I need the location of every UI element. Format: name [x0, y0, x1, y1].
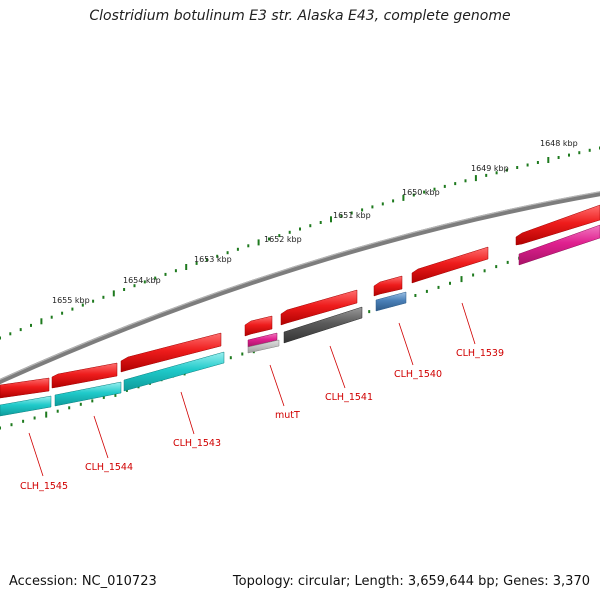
ruler-label-1650: 1650 kbp [402, 188, 440, 197]
gene-leader-line [269, 364, 285, 407]
ruler-label-1648: 1648 kbp [540, 139, 578, 148]
cog-feature-magenta[interactable] [518, 224, 600, 266]
cds-feature[interactable] [51, 362, 118, 389]
gene-label-clh-1540[interactable]: CLH_1540 [394, 369, 442, 380]
gene-leader-line [461, 302, 476, 345]
cog-feature-gray[interactable] [283, 306, 363, 344]
cds-feature[interactable] [280, 289, 358, 326]
genome-backbone [0, 191, 600, 385]
cog-feature-blue[interactable] [375, 291, 407, 312]
gene-label-clh-1545[interactable]: CLH_1545 [20, 481, 68, 492]
ruler-ticks [0, 146, 600, 340]
ruler-labels: 1648 kbp 1649 kbp 1650 kbp 1651 kbp 1652… [52, 139, 578, 305]
cds-feature[interactable] [120, 332, 222, 373]
cog-feature-cyan[interactable] [123, 351, 225, 392]
gene-leader-line [329, 345, 346, 389]
ruler-label-1651: 1651 kbp [333, 211, 371, 220]
ruler-label-1652: 1652 kbp [264, 235, 302, 244]
gene-leader-line [93, 415, 109, 459]
gene-leader-line [28, 432, 44, 477]
cds-feature[interactable] [515, 204, 600, 246]
genome-info-text: Topology: circular; Length: 3,659,644 bp… [232, 574, 590, 589]
cog-feature-cyan[interactable] [0, 395, 52, 417]
gene-label-clh-1539[interactable]: CLH_1539 [456, 348, 504, 359]
gene-label-clh-1544[interactable]: CLH_1544 [85, 462, 133, 473]
gene-labels: CLH_1539 CLH_1540 CLH_1541 mutT CLH_1543… [20, 302, 504, 492]
cds-feature[interactable] [244, 315, 273, 337]
ruler-label-1653: 1653 kbp [194, 255, 232, 264]
cog-feature-magenta[interactable] [247, 332, 278, 348]
gene-leader-line [398, 322, 414, 366]
cds-track [0, 204, 600, 399]
gene-label-mutt[interactable]: mutT [275, 410, 300, 421]
cog-feature-cyan[interactable] [54, 381, 122, 407]
gene-label-clh-1543[interactable]: CLH_1543 [173, 438, 221, 449]
genome-backbone-highlight [0, 191, 600, 381]
cog-feature-silver[interactable] [247, 339, 280, 354]
cds-feature[interactable] [411, 246, 489, 284]
cds-feature[interactable] [0, 377, 50, 399]
map-title: Clostridium botulinum E3 str. Alaska E43… [89, 8, 511, 24]
cds-feature[interactable] [373, 275, 403, 297]
gene-leader-line [180, 391, 195, 435]
ruler-label-1649: 1649 kbp [471, 164, 509, 173]
ruler-label-1654: 1654 kbp [123, 276, 161, 285]
gene-label-clh-1541[interactable]: CLH_1541 [325, 392, 373, 403]
accession-text: Accession: NC_010723 [9, 574, 157, 589]
cog-track [0, 224, 600, 417]
ruler-label-1655: 1655 kbp [52, 296, 90, 305]
